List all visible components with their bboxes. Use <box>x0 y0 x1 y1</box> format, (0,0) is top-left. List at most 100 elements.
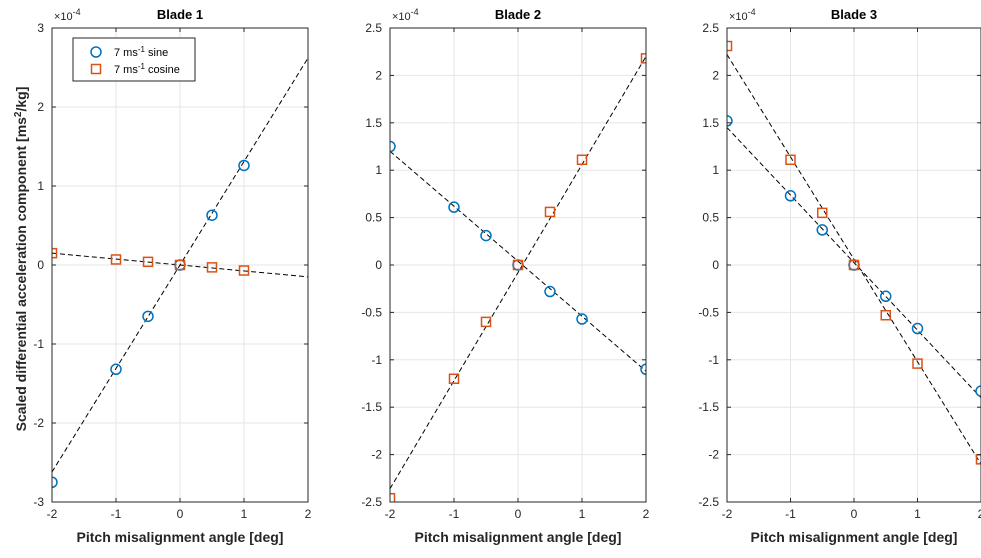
legend: 7 ms-1 sine 7 ms-1 cosine <box>72 37 196 82</box>
cosine-point <box>238 265 250 276</box>
x-tick-label: -1 <box>449 507 460 521</box>
sine-point <box>975 385 981 397</box>
y-tick-label: 2.5 <box>365 21 382 35</box>
sine-point <box>727 115 733 127</box>
x-tick-label: 2 <box>305 507 312 521</box>
legend-cosine-marker <box>90 63 102 75</box>
y-tick-label: -1.5 <box>361 400 382 414</box>
y-tick-label: -3 <box>33 495 44 509</box>
legend-entry-label: 7 ms-1 sine <box>114 45 168 59</box>
cosine-point <box>640 53 646 64</box>
sine-point <box>480 229 492 242</box>
y-tick-label: 2.5 <box>702 21 719 35</box>
x-tick-label: 1 <box>241 507 248 521</box>
sine-point <box>911 322 924 335</box>
y-tick-label: -0.5 <box>361 305 382 319</box>
cosine-point <box>912 358 923 369</box>
x-axis-label: Pitch misalignment angle [deg] <box>415 529 622 545</box>
y-tick-label: -0.5 <box>698 305 719 319</box>
x-tick-label: 1 <box>914 507 921 521</box>
y-tick-label: -1 <box>708 353 719 367</box>
x-tick-label: -2 <box>722 507 733 521</box>
sine-point <box>544 285 556 298</box>
sine-point <box>784 190 797 202</box>
y-tick-label: -1.5 <box>698 400 719 414</box>
sine-point <box>448 201 460 213</box>
sine-point <box>52 476 58 488</box>
y-tick-label: 1 <box>712 163 719 177</box>
x-tick-label: 0 <box>515 507 522 521</box>
y-tick-label: 1.5 <box>702 116 719 130</box>
cosine-point <box>52 247 58 259</box>
cosine-point <box>174 259 186 271</box>
x-tick-label: 0 <box>851 507 858 521</box>
panel-title: Blade 3 <box>831 7 877 22</box>
sine-point <box>576 313 588 325</box>
panel-title: Blade 2 <box>495 7 541 22</box>
legend-entry-label: 7 ms-1 cosine <box>114 62 180 76</box>
plot-data <box>390 53 646 502</box>
plot-data <box>727 40 981 465</box>
panel-3: -2-1012-2.5-2-1.5-1-0.500.511.522.5×10-4… <box>698 7 981 545</box>
cosine-point <box>448 373 460 385</box>
y-tick-label: 0 <box>375 258 382 272</box>
y-tick-label: 1 <box>37 179 44 193</box>
sine-point <box>390 140 396 153</box>
panel-2: -2 -1 0 1 2-2.5-2-1.5-1-0.500.511.522.5×10-4… <box>361 7 650 545</box>
y-exponent-label: ×10-4 <box>54 7 81 23</box>
cosine-point <box>142 256 154 268</box>
fit-line <box>52 252 308 278</box>
sine-point <box>206 209 218 221</box>
x-tick-label: 1 <box>579 507 586 521</box>
y-exponent-label: ×10-4 <box>392 7 419 23</box>
y-tick-label: -1 <box>33 337 44 351</box>
y-axis-label: Scaled differential acceleration compone… <box>13 87 29 432</box>
plot-data <box>52 57 308 488</box>
x-tick-label: -2 <box>385 507 396 521</box>
x-tick-label: 2 <box>978 507 981 521</box>
cosine-point <box>848 259 860 271</box>
y-tick-label: -2 <box>371 448 382 462</box>
cosine-point <box>206 262 218 273</box>
y-tick-label: 1.5 <box>365 116 382 130</box>
y-tick-label: 0.5 <box>365 211 382 225</box>
x-tick-label: 0 <box>177 507 184 521</box>
cosine-point <box>390 492 396 502</box>
cosine-point <box>110 254 122 265</box>
y-tick-label: 0 <box>37 258 44 272</box>
y-tick-label: -2 <box>33 416 44 430</box>
cosine-point <box>512 259 524 271</box>
legend-sine-marker <box>90 46 102 58</box>
x-tick-label: -1 <box>111 507 122 521</box>
y-tick-label: 2 <box>375 68 382 82</box>
y-tick-label: 1 <box>375 163 382 177</box>
y-tick-label: 2 <box>37 100 44 114</box>
x-tick-label: 2 <box>643 507 650 521</box>
x-tick-label: -1 <box>785 507 796 521</box>
sine-point <box>640 363 646 376</box>
y-tick-label: -2 <box>708 448 719 462</box>
cosine-point <box>480 316 492 328</box>
cosine-point <box>727 40 733 52</box>
sine-point <box>142 310 154 323</box>
fit-line <box>390 56 646 489</box>
y-tick-label: -2.5 <box>361 495 382 509</box>
sine-point <box>238 159 250 172</box>
sine-point <box>816 224 828 236</box>
y-tick-label: 0 <box>712 258 719 272</box>
x-axis-label: Pitch misalignment angle [deg] <box>77 529 284 545</box>
cosine-point <box>817 207 828 219</box>
cosine-point <box>785 154 796 166</box>
fit-line <box>727 127 981 399</box>
cosine-point <box>880 309 891 321</box>
sine-point <box>880 290 892 303</box>
y-tick-label: 3 <box>37 21 44 35</box>
y-tick-label: 2 <box>712 68 719 82</box>
y-tick-label: 0.5 <box>702 211 719 225</box>
sine-point <box>110 363 122 376</box>
x-tick-label: -2 <box>47 507 58 521</box>
panel-title: Blade 1 <box>157 7 203 22</box>
cosine-point <box>544 206 556 218</box>
